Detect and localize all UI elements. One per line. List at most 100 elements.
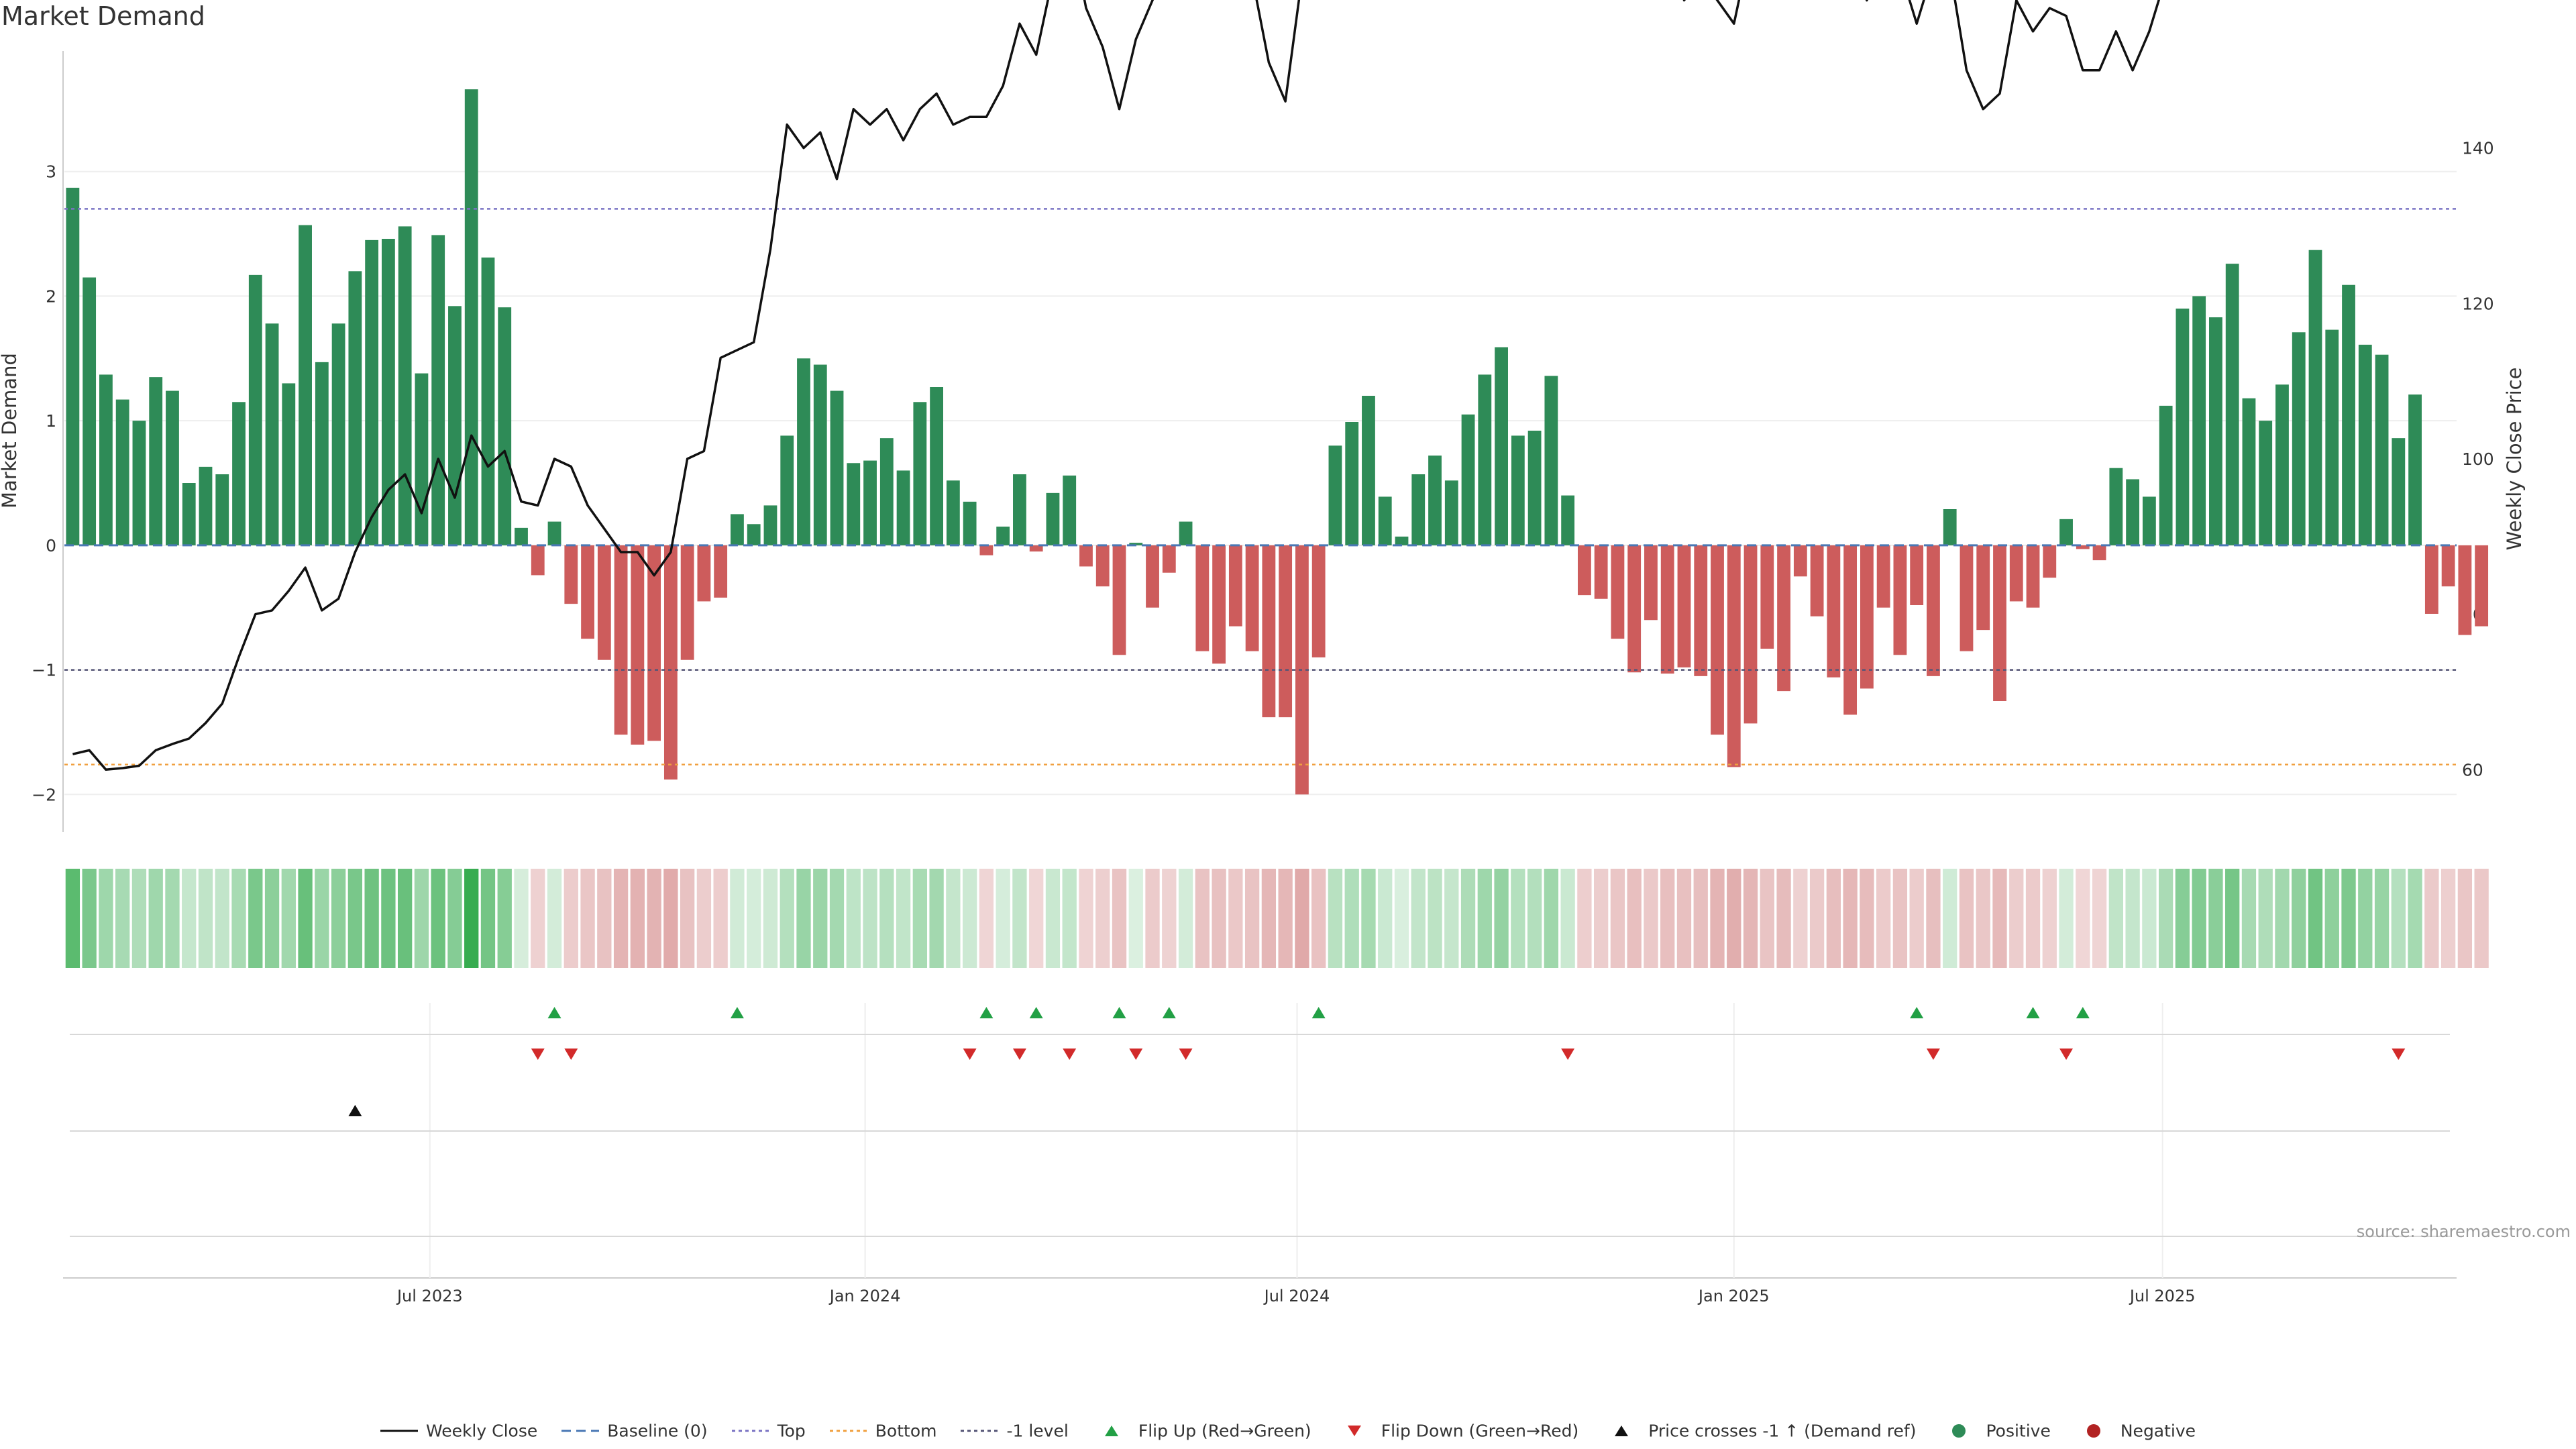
heatmap-cell <box>2408 869 2422 968</box>
demand-bar <box>199 466 213 545</box>
heatmap-cell <box>248 869 263 968</box>
demand-bar <box>979 545 994 555</box>
price-line <box>72 0 2160 771</box>
legend-symbol <box>961 1430 999 1432</box>
demand-bar <box>2026 545 2040 608</box>
demand-bar <box>2475 545 2489 627</box>
heatmap-cell <box>1112 869 1127 968</box>
y2-tick-label: 120 <box>2462 294 2494 313</box>
heatmap-cell <box>680 869 695 968</box>
heatmap-cell <box>663 869 678 968</box>
demand-bar <box>847 463 861 545</box>
heatmap-cell <box>1676 869 1692 968</box>
heatmap-cell <box>1261 869 1277 968</box>
heatmap-cell <box>1843 869 1858 968</box>
legend-label: Positive <box>1986 1421 2051 1441</box>
heatmap-cell <box>2391 869 2406 968</box>
demand-bar <box>1129 543 1143 545</box>
flip-down-marker <box>531 1049 545 1060</box>
demand-bar <box>1677 545 1691 667</box>
demand-bar <box>2358 344 2372 545</box>
heatmap-cell <box>1428 869 1442 968</box>
demand-bar <box>1378 496 1392 545</box>
demand-bar <box>1544 376 1558 545</box>
heatmap-cell <box>1128 869 1143 968</box>
demand-bar <box>2259 421 2273 545</box>
demand-bar <box>99 374 113 545</box>
demand-bar <box>1328 445 1342 545</box>
demand-bar <box>2325 329 2339 545</box>
heatmap-cell <box>580 869 595 968</box>
heatmap-cell <box>1544 869 1559 968</box>
heatmap-cell <box>414 869 429 968</box>
demand-bar <box>331 323 345 545</box>
flip-down-marker <box>1129 1049 1143 1060</box>
heatmap-cell <box>2059 869 2074 968</box>
demand-bar <box>1112 545 1126 655</box>
heatmap-cell <box>398 869 413 968</box>
legend-symbol <box>380 1430 418 1432</box>
demand-bar <box>1727 545 1741 767</box>
x-tick-label: Jan 2025 <box>1697 1287 1770 1305</box>
demand-bar <box>1511 435 1525 545</box>
demand-bar <box>398 226 412 545</box>
demand-bar <box>1810 545 1824 616</box>
demand-bar <box>232 402 246 545</box>
demand-bar <box>83 277 97 545</box>
flip-down-marker <box>1561 1049 1575 1060</box>
legend-label: Price crosses -1 ↑ (Demand ref) <box>1648 1421 1917 1441</box>
heatmap-cell <box>547 869 562 968</box>
demand-bar <box>1444 480 1458 545</box>
legend-symbol <box>829 1430 867 1432</box>
legend-symbol <box>1615 1425 1629 1436</box>
heatmap-cell <box>1892 869 1908 968</box>
demand-bar <box>2424 545 2438 614</box>
heatmap-cell <box>2440 869 2456 968</box>
heatmap-cell <box>1560 869 1575 968</box>
demand-bar <box>1495 347 1508 545</box>
demand-bar <box>879 438 894 545</box>
heatmap-cell <box>1876 869 1891 968</box>
demand-bar <box>1627 545 1642 673</box>
heatmap-cell <box>1361 869 1376 968</box>
legend-label: Baseline (0) <box>607 1421 708 1441</box>
heatmap-cell <box>1195 869 1210 968</box>
y2-tick-label: 100 <box>2462 449 2494 469</box>
y2-tick-label: 140 <box>2462 139 2494 158</box>
y-tick-label: −2 <box>32 785 56 804</box>
heatmap-cell <box>713 869 728 968</box>
demand-bar <box>547 521 561 545</box>
demand-bar <box>1876 545 1890 608</box>
demand-bar <box>431 235 445 545</box>
heatmap-cell <box>198 869 213 968</box>
demand-bar <box>1843 545 1858 715</box>
heatmap-cell <box>1727 869 1741 968</box>
y-tick-label: 2 <box>46 286 56 306</box>
flip-up-marker <box>2026 1007 2040 1018</box>
heatmap-cell <box>1328 869 1343 968</box>
demand-bar <box>2458 545 2472 635</box>
heatmap-cell <box>813 869 828 968</box>
demand-bar <box>797 358 810 545</box>
flip-up-marker <box>1029 1007 1043 1018</box>
heatmap-cell <box>1809 869 1825 968</box>
price-cross-marker <box>348 1105 362 1116</box>
flip-down-marker <box>1063 1049 1077 1060</box>
demand-bar <box>1146 545 1159 608</box>
heatmap-cell <box>1511 869 1525 968</box>
heatmap-cell <box>364 869 379 968</box>
demand-bar <box>1611 545 1625 639</box>
demand-bar <box>1212 545 1226 664</box>
demand-bar <box>863 460 877 545</box>
demand-bar <box>1079 545 1093 567</box>
heatmap-cell <box>2358 869 2373 968</box>
heatmap-cell <box>1776 869 1791 968</box>
legend-item: Bottom <box>829 1420 936 1440</box>
demand-bar <box>1029 545 1043 552</box>
demand-bar <box>913 402 927 545</box>
heatmap-cell <box>1976 869 1990 968</box>
heatmap-cell <box>2275 869 2290 968</box>
heatmap-cell <box>863 869 877 968</box>
legend-symbol <box>2086 1424 2100 1438</box>
heatmap-cell <box>1610 869 1625 968</box>
